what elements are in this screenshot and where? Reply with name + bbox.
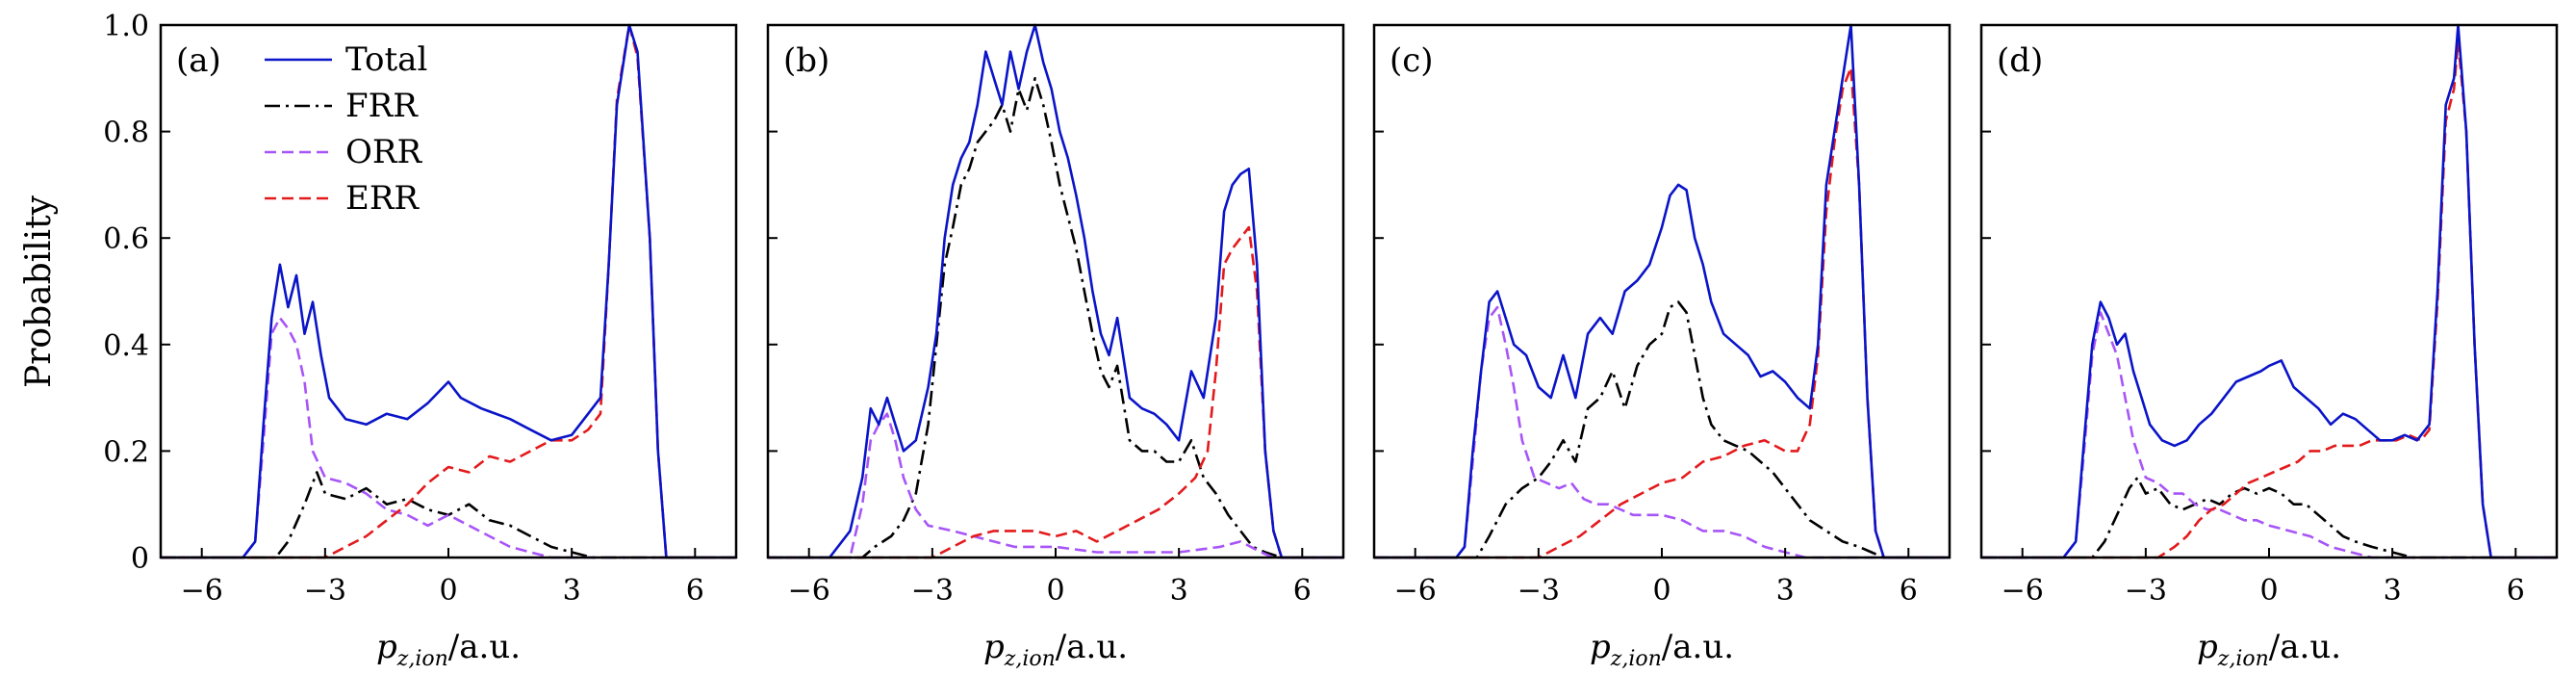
series-line-frr <box>768 77 1343 559</box>
panel-4: −6 −3 0 3 6 (d) pz,ion/a.u. <box>1979 23 2559 671</box>
series-line-total <box>768 23 1343 559</box>
x-tick-label: 3 <box>1170 574 1188 608</box>
panel-1: −6 −3 0 3 6 0 0.2 0.4 0.6 0.8 1.0 (a) pz,ion/a.u. Tot… <box>103 10 738 671</box>
x-tick-label: −6 <box>2002 574 2044 608</box>
legend-label-total: Total <box>345 40 427 79</box>
x-tick-label: 0 <box>439 574 457 608</box>
series-line-frr <box>1981 476 2557 559</box>
series-line-orr <box>1981 311 2557 559</box>
x-tick-label: −3 <box>911 574 954 608</box>
series-line-total <box>1374 23 1950 559</box>
panel-label: (b) <box>783 41 829 80</box>
x-axis-label: pz,ion/a.u. <box>376 628 521 671</box>
x-tick-label: 0 <box>2259 574 2278 608</box>
x-tick-label: −3 <box>2125 574 2167 608</box>
x-tick-label: 3 <box>563 574 581 608</box>
series-line-err <box>161 23 736 559</box>
panel-label: (c) <box>1390 41 1434 80</box>
x-tick-label: 0 <box>1046 574 1064 608</box>
y-tick-label: 1.0 <box>103 10 149 43</box>
x-tick-label: −3 <box>304 574 346 608</box>
x-axis-label: pz,ion/a.u. <box>983 628 1128 671</box>
series-line-frr <box>161 471 736 559</box>
legend-label-err: ERR <box>345 179 420 218</box>
series-line-orr <box>768 412 1343 559</box>
series-line-frr <box>1374 300 1950 559</box>
x-tick-label: 6 <box>2507 574 2525 608</box>
y-axis-label: Probability <box>19 195 59 388</box>
x-tick-label: −3 <box>1518 574 1560 608</box>
x-tick-label: −6 <box>181 574 223 608</box>
plot-frame <box>159 23 738 559</box>
panel-label: (d) <box>1997 41 2043 80</box>
legend-label-orr: ORR <box>345 133 422 171</box>
y-tick-label: 0.4 <box>103 329 149 363</box>
y-tick-label: 0 <box>131 542 149 576</box>
x-tick-label: 6 <box>1293 574 1312 608</box>
series-line-total <box>161 23 736 559</box>
x-axis-label: pz,ion/a.u. <box>2197 628 2341 671</box>
legend: Total FRR ORR ERR <box>265 40 427 218</box>
y-tick-label: 0.2 <box>103 435 149 469</box>
x-tick-label: 0 <box>1652 574 1671 608</box>
y-tick-label: 0.8 <box>103 117 149 150</box>
series-line-orr <box>161 316 736 559</box>
series-line-total <box>1981 23 2557 559</box>
series-line-err <box>768 225 1343 559</box>
plot-frame <box>1979 23 2559 559</box>
series-line-orr <box>1374 305 1950 559</box>
panel-2: −6 −3 0 3 6 (b) pz,ion/a.u. <box>766 23 1345 671</box>
y-tick-label: 0.6 <box>103 222 149 256</box>
x-tick-label: 3 <box>2384 574 2402 608</box>
x-tick-label: −6 <box>1394 574 1437 608</box>
x-axis-label: pz,ion/a.u. <box>1590 628 1734 671</box>
panel-label: (a) <box>176 41 221 80</box>
x-tick-label: −6 <box>788 574 830 608</box>
legend-label-frr: FRR <box>345 87 419 125</box>
series-line-err <box>1981 39 2557 559</box>
panel-3: −6 −3 0 3 6 (c) pz,ion/a.u. <box>1372 23 1951 671</box>
x-tick-label: 6 <box>1900 574 1918 608</box>
x-tick-label: 6 <box>686 574 704 608</box>
x-tick-label: 3 <box>1776 574 1795 608</box>
